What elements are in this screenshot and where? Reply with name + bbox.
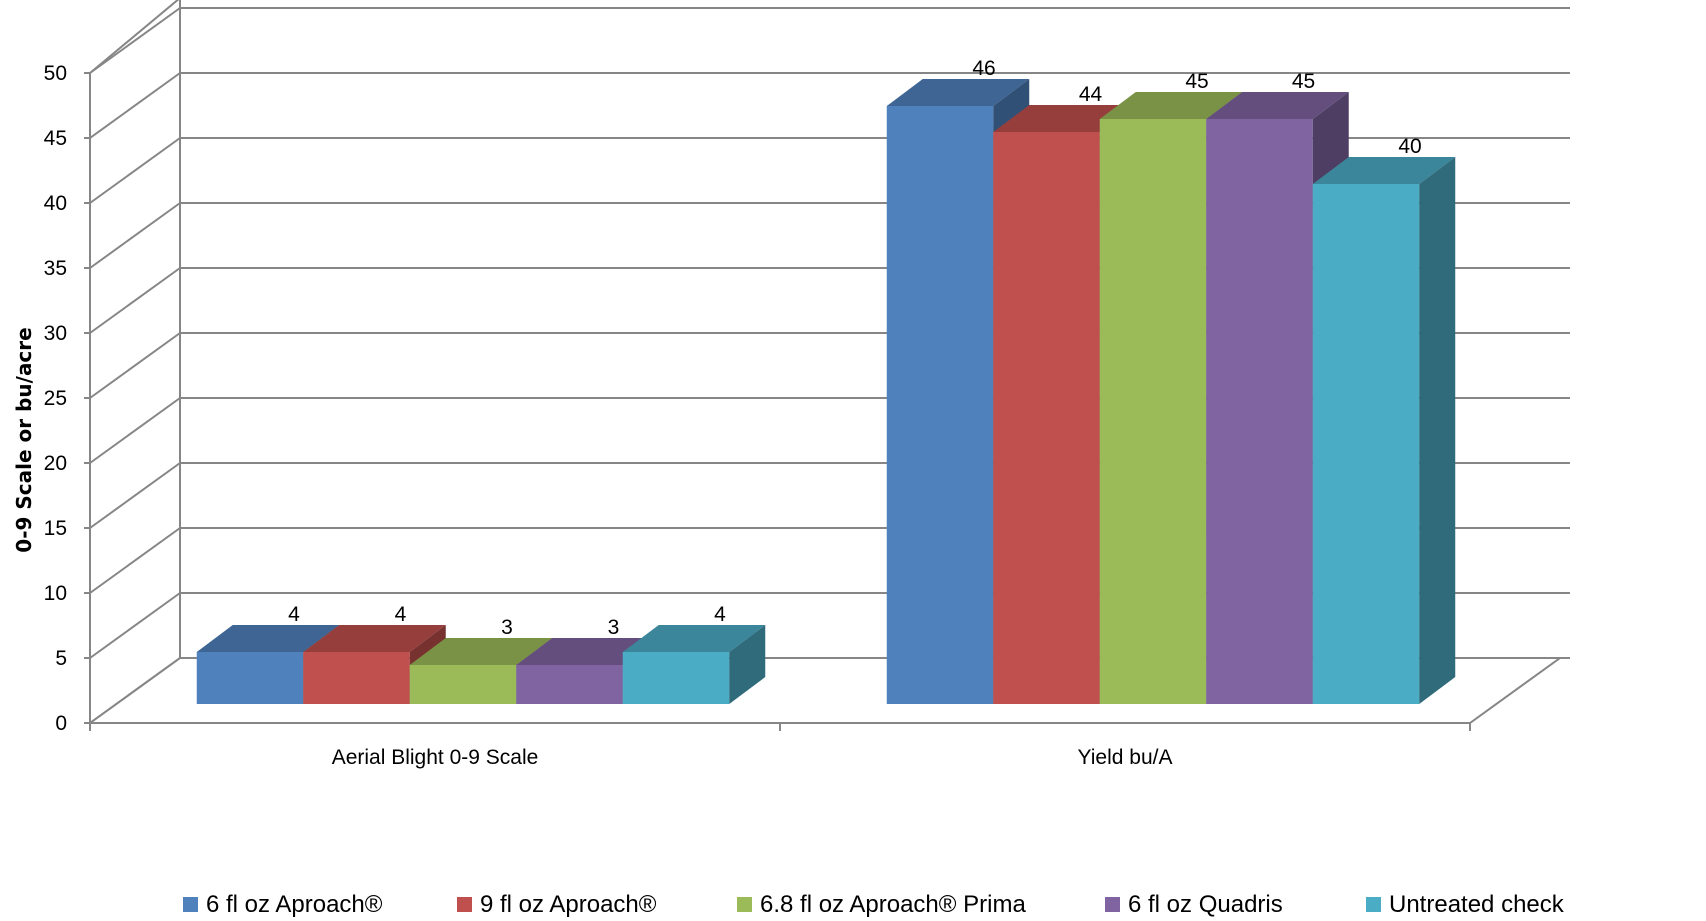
y-tick-label: 35: [44, 257, 67, 280]
y-tick-label: 40: [44, 192, 67, 215]
data-label: 4: [288, 603, 300, 626]
bar-1-4: [1312, 184, 1420, 704]
gridline-side-0: [89, 657, 181, 724]
y-tick-label: 15: [44, 517, 67, 540]
y-tick-label: 10: [44, 582, 67, 605]
data-label: 3: [608, 616, 620, 639]
y-tick-label: 50: [44, 62, 67, 85]
bar-top-0-1: [303, 625, 446, 652]
x-category-label: Yield bu/A: [1078, 746, 1173, 769]
bar-1-2: [1099, 119, 1207, 704]
legend-entry: 6 fl oz Aproach®: [206, 891, 383, 918]
y-axis-title: 0-9 Scale or bu/acre: [12, 327, 36, 552]
bar-1-3: [1206, 119, 1313, 704]
bar-1-1: [993, 132, 1100, 704]
bar-top-0-4: [622, 625, 766, 652]
legend: 6 fl oz Aproach® 9 fl oz Aproach® 6.8 fl o…: [183, 891, 1565, 918]
bar-top-1-4: [1312, 157, 1456, 184]
bar-top-0-2: [409, 638, 553, 665]
gridline-side-10: [89, 527, 181, 594]
y-tick-label: 30: [44, 322, 67, 345]
legend-swatch-3: [1105, 897, 1120, 912]
gridline-side-45: [89, 72, 181, 139]
legend-entry: 6 fl oz Quadris: [1128, 891, 1283, 918]
gridline-side-40: [89, 137, 181, 204]
bar-top-1-0: [886, 79, 1030, 106]
legend-swatch-0: [183, 897, 198, 912]
bar-0-4: [622, 652, 730, 704]
legend-swatch-4: [1366, 897, 1381, 912]
gridline-side-15: [89, 462, 181, 529]
bars: [196, 79, 1456, 704]
y-tick-label: 20: [44, 452, 67, 475]
bar-top-1-3: [1206, 92, 1349, 119]
tick-labels: 0 5 10 15 20 25 30 35 40 45 50 Aerial Blight 0-9 Sc…: [44, 62, 1173, 769]
legend-entry: Untreated check: [1389, 891, 1565, 918]
y-tick-label: 5: [55, 647, 67, 670]
gridline-side-25: [89, 332, 181, 399]
legend-swatch-2: [737, 897, 752, 912]
bar-top-0-0: [196, 625, 340, 652]
y-tick-label: 0: [55, 712, 67, 735]
bar-0-3: [516, 665, 623, 704]
bar-0-1: [303, 652, 410, 704]
bar-0-0: [196, 652, 304, 704]
legend-swatch-1: [457, 897, 472, 912]
data-label: 3: [501, 616, 513, 639]
y-tick-label: 25: [44, 387, 67, 410]
bar-side-1-4: [1419, 157, 1456, 704]
bar-side-0-4: [729, 625, 766, 704]
x-category-label: Aerial Blight 0-9 Scale: [332, 746, 539, 769]
gridline-side-35: [89, 202, 181, 269]
bar-top-1-2: [1099, 92, 1243, 119]
gridline-side-50: [89, 7, 181, 74]
data-label: 40: [1398, 135, 1421, 158]
data-label: 45: [1292, 70, 1315, 93]
data-label: 4: [395, 603, 407, 626]
legend-entry: 6.8 fl oz Aproach® Prima: [760, 891, 1026, 918]
data-label: 45: [1185, 70, 1208, 93]
legend-entry: 9 fl oz Aproach®: [480, 891, 657, 918]
bar-0-2: [409, 665, 517, 704]
bar-1-0: [886, 106, 994, 704]
y-tick-label: 45: [44, 127, 67, 150]
data-label: 4: [714, 603, 726, 626]
gridline-side-20: [89, 397, 181, 464]
gridline-side-5: [89, 592, 181, 659]
gridline-side-30: [89, 267, 181, 334]
data-label: 44: [1079, 83, 1103, 106]
axes: [84, 72, 1471, 731]
wall-top-edge-side: [89, 0, 180, 74]
data-label: 46: [972, 57, 995, 80]
